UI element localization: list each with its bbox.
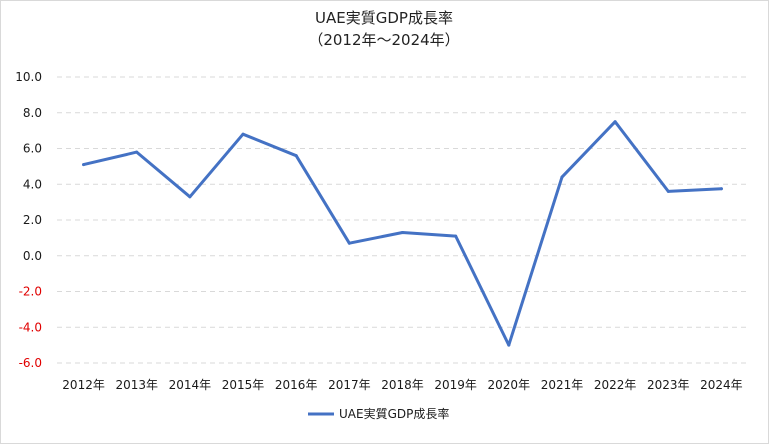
- x-axis-ticks: 2012年 2013年 2014年 2015年 2016年 2017年 2018年 2019年…: [62, 378, 742, 392]
- data-point: [401, 231, 404, 235]
- y-tick-label: 6.0: [23, 142, 42, 156]
- data-point: [454, 234, 458, 238]
- x-tick-label: 2015年: [222, 378, 265, 392]
- x-tick-label: 2018年: [381, 378, 424, 392]
- data-point: [666, 189, 670, 193]
- y-tick-label: 8.0: [23, 106, 42, 120]
- y-tick-label: -2.0: [19, 285, 42, 299]
- data-point: [188, 195, 192, 199]
- x-tick-label: 2023年: [647, 378, 690, 392]
- data-point: [560, 175, 564, 179]
- y-tick-label: -6.0: [19, 356, 42, 370]
- x-tick-label: 2016年: [275, 378, 318, 392]
- x-tick-label: 2024年: [700, 378, 743, 392]
- y-tick-label: 0.0: [23, 249, 42, 263]
- chart-subtitle: （2012年～2024年）: [308, 31, 459, 49]
- x-tick-label: 2014年: [169, 378, 212, 392]
- x-tick-label: 2020年: [488, 378, 531, 392]
- chart-title: UAE実質GDP成長率: [315, 9, 453, 27]
- data-point: [507, 343, 511, 347]
- series-group: [82, 120, 723, 347]
- y-tick-label: -4.0: [19, 320, 42, 334]
- data-point: [347, 241, 351, 245]
- x-tick-label: 2019年: [434, 378, 477, 392]
- x-tick-label: 2022年: [594, 378, 637, 392]
- x-tick-label: 2021年: [541, 378, 584, 392]
- x-tick-label: 2017年: [328, 378, 371, 392]
- data-point: [241, 132, 245, 136]
- data-point: [82, 163, 86, 167]
- y-tick-label: 4.0: [23, 177, 42, 191]
- y-axis-ticks: 10.0 8.0 6.0 4.0 2.0 0.0 -2.0 -4.0 -6.0: [15, 70, 42, 370]
- legend: UAE実質GDP成長率: [308, 406, 449, 421]
- gridlines: [57, 76, 748, 364]
- y-tick-label: 2.0: [23, 213, 42, 227]
- x-tick-label: 2012年: [62, 378, 105, 392]
- data-point: [294, 154, 298, 158]
- x-tick-label: 2013年: [115, 378, 158, 392]
- data-point: [135, 150, 139, 154]
- data-point: [613, 120, 617, 124]
- y-tick-label: 10.0: [15, 70, 42, 84]
- data-point: [719, 187, 723, 191]
- legend-label: UAE実質GDP成長率: [339, 406, 449, 421]
